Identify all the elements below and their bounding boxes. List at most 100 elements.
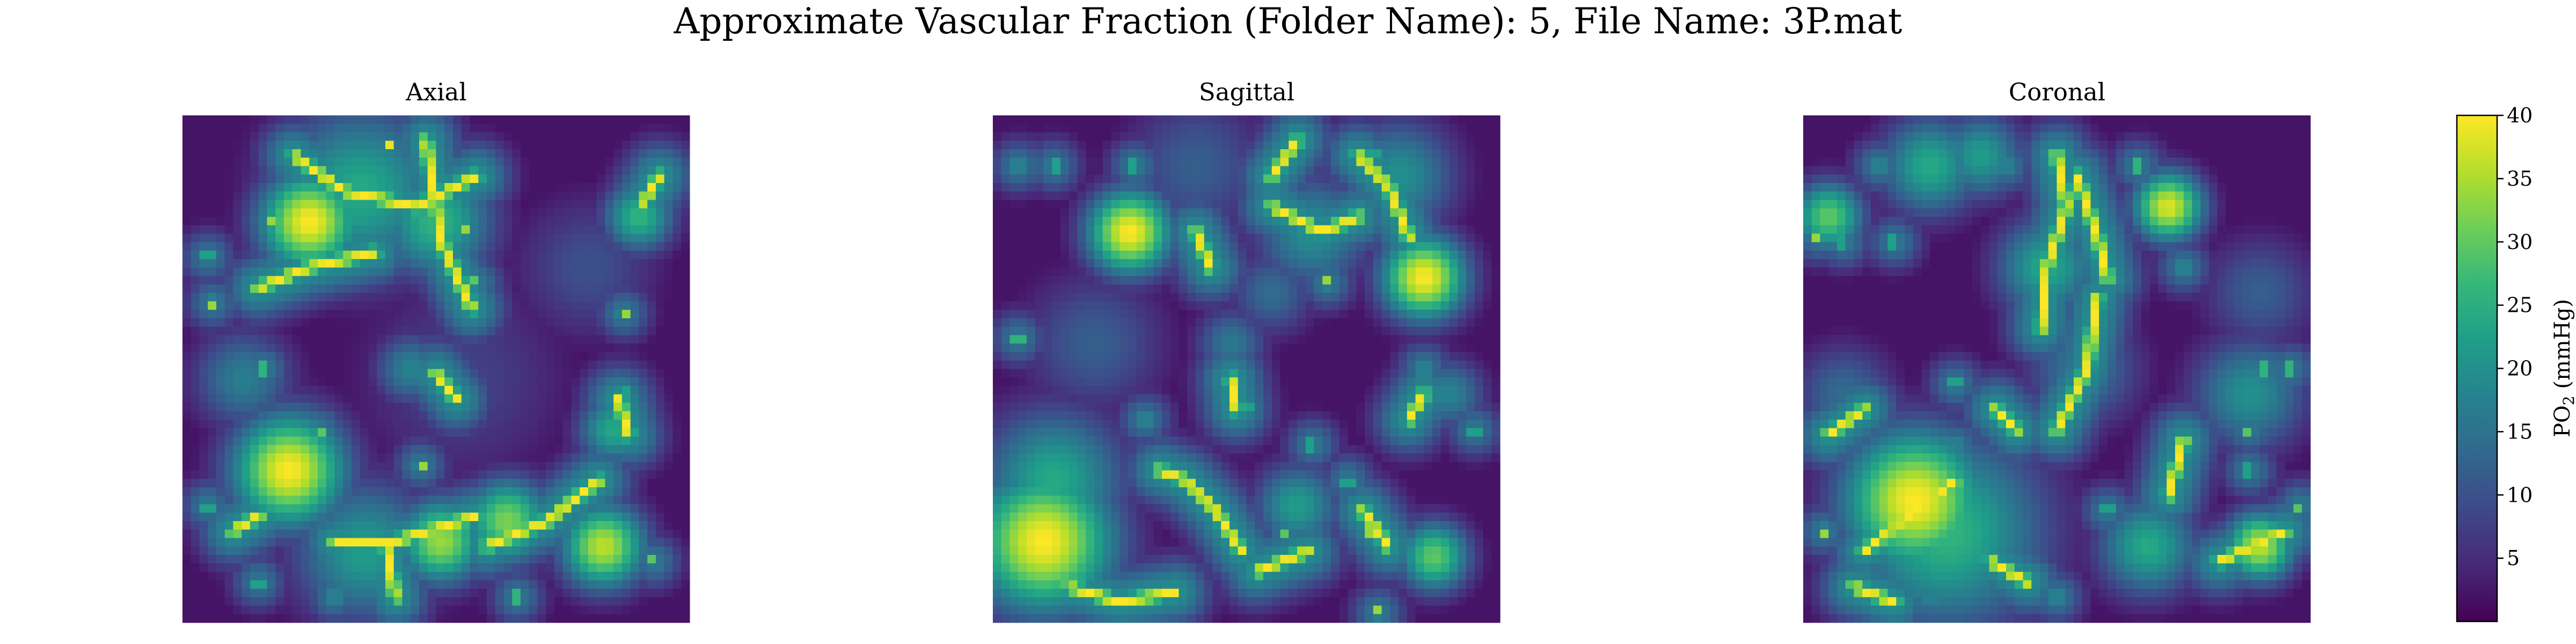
heatmap-cell <box>267 614 276 623</box>
heatmap-cell <box>1466 284 1475 294</box>
heatmap-cell <box>208 386 217 395</box>
heatmap-cell <box>1153 284 1162 294</box>
heatmap-cell <box>216 318 225 327</box>
heatmap-cell <box>1043 115 1052 125</box>
heatmap-cell <box>613 495 623 505</box>
heatmap-cell <box>343 284 352 294</box>
heatmap-cell <box>216 343 225 353</box>
heatmap-cell <box>596 428 606 437</box>
heatmap-cell <box>360 301 369 310</box>
heatmap-cell <box>580 149 589 158</box>
heatmap-cell <box>1077 157 1086 167</box>
heatmap-cell <box>1432 284 1441 294</box>
heatmap-cell <box>385 521 394 530</box>
heatmap-cell <box>385 242 394 251</box>
heatmap-cell <box>1373 174 1382 184</box>
heatmap-cell <box>503 352 513 361</box>
heatmap-cell <box>1043 276 1052 285</box>
heatmap-cell <box>284 174 293 184</box>
heatmap-cell <box>461 149 471 158</box>
heatmap-cell <box>1263 217 1272 226</box>
heatmap-cell <box>1339 157 1349 167</box>
heatmap-cell <box>377 267 386 276</box>
heatmap-cell <box>1086 157 1095 167</box>
heatmap-cell <box>512 259 521 268</box>
heatmap-cell <box>1289 149 1298 158</box>
heatmap-cell <box>537 191 546 201</box>
heatmap-cell <box>1331 251 1340 260</box>
heatmap-cell <box>1069 208 1078 217</box>
heatmap-cell <box>1111 217 1120 226</box>
heatmap-cell <box>427 335 437 344</box>
heatmap-cell <box>647 267 656 276</box>
heatmap-cell <box>512 132 521 141</box>
heatmap-cell <box>1043 166 1052 175</box>
heatmap-cell <box>427 605 437 614</box>
heatmap-cell <box>993 191 1002 201</box>
heatmap-cell <box>993 217 1002 226</box>
heatmap-cell <box>241 428 251 437</box>
heatmap-cell <box>605 521 614 530</box>
heatmap-cell <box>580 157 589 167</box>
heatmap-cell <box>1052 301 1061 310</box>
heatmap-cell <box>503 174 513 184</box>
heatmap-cell <box>419 487 428 496</box>
heatmap-cell <box>993 225 1002 235</box>
heatmap-cell <box>681 470 690 479</box>
heatmap-cell <box>993 115 1002 125</box>
heatmap-cell <box>393 436 403 445</box>
heatmap-cell <box>1170 149 1180 158</box>
heatmap-cell <box>596 453 606 463</box>
heatmap-cell <box>1314 115 1323 125</box>
heatmap-cell <box>1432 183 1441 192</box>
heatmap-cell <box>241 259 251 268</box>
heatmap-cell <box>622 529 631 539</box>
heatmap-cell <box>546 453 555 463</box>
heatmap-cell <box>284 513 293 522</box>
heatmap-cell <box>537 369 546 378</box>
heatmap-cell <box>360 369 369 378</box>
heatmap-cell <box>258 267 268 276</box>
heatmap-cell <box>216 605 225 614</box>
heatmap-cell <box>326 386 335 395</box>
heatmap-cell <box>639 597 648 606</box>
heatmap-cell <box>233 191 242 201</box>
heatmap-cell <box>1407 251 1416 260</box>
heatmap-cell <box>216 292 225 302</box>
heatmap-cell <box>453 352 462 361</box>
heatmap-cell <box>216 538 225 547</box>
heatmap-cell <box>436 411 445 420</box>
heatmap-cell <box>562 343 572 353</box>
heatmap-cell <box>1491 157 1501 167</box>
heatmap-cell <box>613 183 623 192</box>
heatmap-cell <box>596 589 606 598</box>
heatmap-cell <box>1119 292 1129 302</box>
heatmap-cell <box>284 292 293 302</box>
heatmap-cell <box>275 267 284 276</box>
heatmap-cell <box>360 555 369 564</box>
heatmap-cell <box>224 495 234 505</box>
heatmap-cell <box>216 495 225 505</box>
heatmap-cell <box>1365 149 1374 158</box>
heatmap-cell <box>1466 217 1475 226</box>
heatmap-cell <box>656 487 665 496</box>
heatmap-cell <box>1399 183 1408 192</box>
heatmap-cell <box>546 369 555 378</box>
heatmap-cell <box>352 402 361 412</box>
heatmap-cell <box>402 428 411 437</box>
heatmap-cell <box>250 284 259 294</box>
heatmap-cell <box>250 259 259 268</box>
heatmap-cell <box>224 402 234 412</box>
heatmap-cell <box>664 386 674 395</box>
heatmap-cell <box>1424 200 1433 209</box>
heatmap-cell <box>250 614 259 623</box>
heatmap-cell <box>546 259 555 268</box>
heatmap-cell <box>1221 259 1230 268</box>
heatmap-cell <box>216 149 225 158</box>
heatmap-cell <box>546 318 555 327</box>
heatmap-cell <box>292 462 302 471</box>
heatmap-cell <box>368 394 377 404</box>
heatmap-cell <box>546 386 555 395</box>
heatmap-cell <box>588 529 597 539</box>
heatmap-cell <box>343 335 352 344</box>
